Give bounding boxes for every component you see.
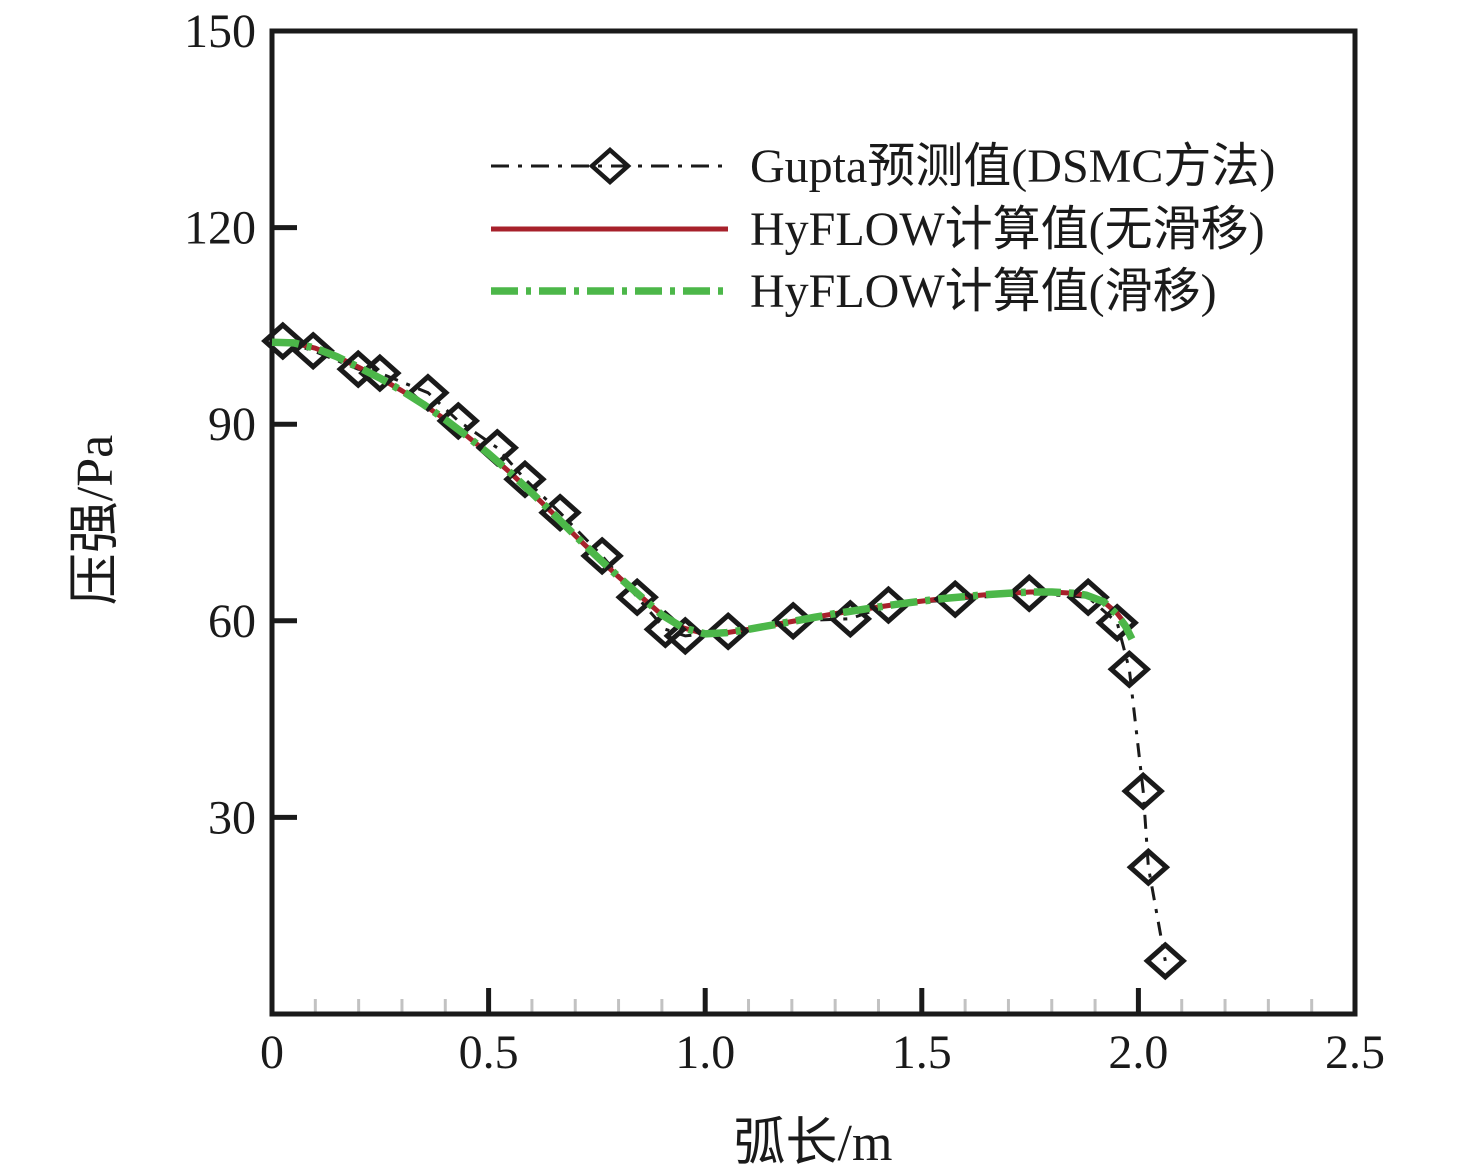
gupta-diamond-marker [291, 331, 335, 371]
x-tick-label: 1.5 [892, 1026, 952, 1079]
x-tick-label: 0.5 [459, 1026, 519, 1079]
x-tick-label: 2.5 [1325, 1026, 1385, 1079]
legend: Gupta预测值(DSMC方法) HyFLOW计算值(无滑移) HyFLOW计算值(… [491, 140, 1275, 318]
gupta-diamond-marker [615, 577, 659, 617]
gupta-diamond-marker [436, 401, 481, 441]
gupta-diamond-marker [1143, 941, 1188, 981]
y-tick-label: 30 [208, 791, 256, 844]
gupta-diamond-marker [1121, 771, 1165, 811]
series-hyflow-slip-line [271, 338, 1136, 641]
gupta-diamond-marker [1107, 649, 1152, 689]
x-tick-label: 1.0 [675, 1026, 735, 1079]
gupta-diamond-marker [828, 599, 873, 639]
legend-diamond-marker [588, 146, 632, 186]
gupta-diamond-marker [580, 536, 624, 576]
axis-ticks [274, 225, 1314, 1012]
legend-label-gupta_dsmc: Gupta预测值(DSMC方法) [750, 140, 1275, 193]
series-gupta-line [282, 339, 1167, 962]
gupta-diamond-marker [1126, 847, 1171, 887]
gupta-diamond-marker [933, 579, 977, 619]
gupta-diamond-marker [406, 373, 450, 413]
y-tick-label: 90 [208, 398, 256, 451]
gupta-diamond-marker [1007, 573, 1051, 613]
x-tick-label: 2.0 [1108, 1026, 1168, 1079]
x-tick-label: 0 [260, 1026, 284, 1079]
gupta-diamond-marker [1066, 577, 1110, 617]
gupta-diamond-marker [706, 611, 750, 651]
y-tick-label: 60 [208, 595, 256, 648]
x-axis-label: 弧长/m [734, 1115, 893, 1172]
gupta-diamond-marker [663, 616, 708, 656]
y-tick-label: 120 [184, 202, 256, 255]
legend-label-hyflow_slip: HyFLOW计算值(滑移) [750, 265, 1217, 318]
data-series [261, 321, 1188, 981]
gupta-diamond-marker [866, 585, 911, 625]
y-axis-label: 压强/Pa [67, 435, 124, 605]
legend-label-hyflow_noslip: HyFLOW计算值(无滑移) [750, 203, 1265, 256]
gupta-diamond-marker [261, 321, 305, 361]
gupta-diamond-marker [1095, 603, 1139, 643]
plot-frame [269, 28, 1358, 1017]
y-tick-label: 150 [184, 5, 256, 58]
tick-labels: 0 0.5 1.0 1.5 2.0 2.5 30 60 90 120 150 [184, 5, 1385, 1079]
